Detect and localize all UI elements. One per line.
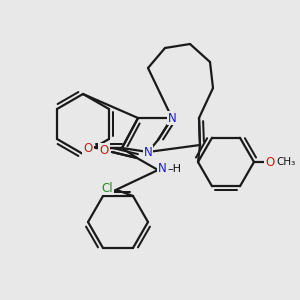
Text: CH₃: CH₃: [276, 157, 296, 167]
Text: O: O: [99, 143, 109, 157]
Text: N: N: [168, 112, 176, 124]
Text: O: O: [266, 155, 274, 169]
Text: –H: –H: [167, 164, 181, 174]
Text: O: O: [83, 142, 93, 154]
Text: N: N: [158, 163, 166, 176]
Text: Cl: Cl: [101, 182, 113, 194]
Text: N: N: [144, 146, 152, 158]
